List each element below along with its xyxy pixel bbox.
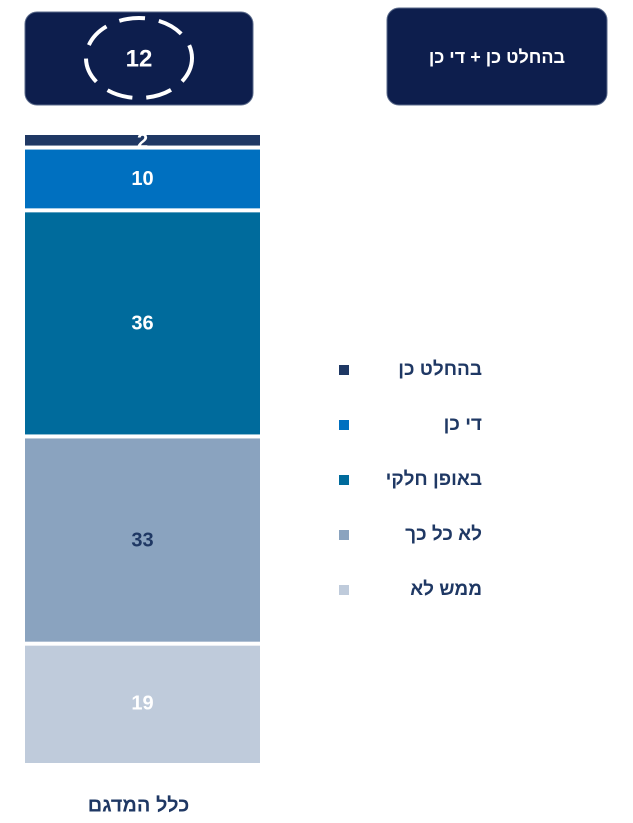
value-label: 2 [137, 131, 148, 153]
summary-value-box [24, 11, 254, 106]
summary-ring [84, 16, 194, 100]
value-label: 19 [131, 693, 153, 715]
summary-label: בהחלט כן + די כן [429, 47, 565, 67]
x-tick-label: כלל המדגם [88, 794, 190, 816]
bar-segment [25, 135, 260, 146]
legend-swatch [339, 365, 349, 375]
bar-segment [25, 149, 260, 209]
summary-value: 12 [126, 45, 153, 72]
legend-swatch [339, 420, 349, 430]
value-label: 10 [131, 168, 153, 190]
legend-swatch [339, 475, 349, 485]
bar-segment [25, 438, 260, 642]
bar-segment [25, 645, 260, 763]
legend-label: ממש לא [410, 579, 482, 600]
summary-label-box [386, 7, 608, 106]
legend-label: בהחלט כן [398, 359, 482, 380]
legend-label: באופן חלקי [386, 469, 482, 490]
legend-label: די כן [444, 414, 482, 435]
value-label: 33 [131, 529, 153, 551]
value-label: 36 [131, 313, 153, 335]
bar-segment [25, 212, 260, 435]
legend-label: לא כל כך [405, 524, 482, 545]
legend-swatch [339, 530, 349, 540]
legend-swatch [339, 585, 349, 595]
